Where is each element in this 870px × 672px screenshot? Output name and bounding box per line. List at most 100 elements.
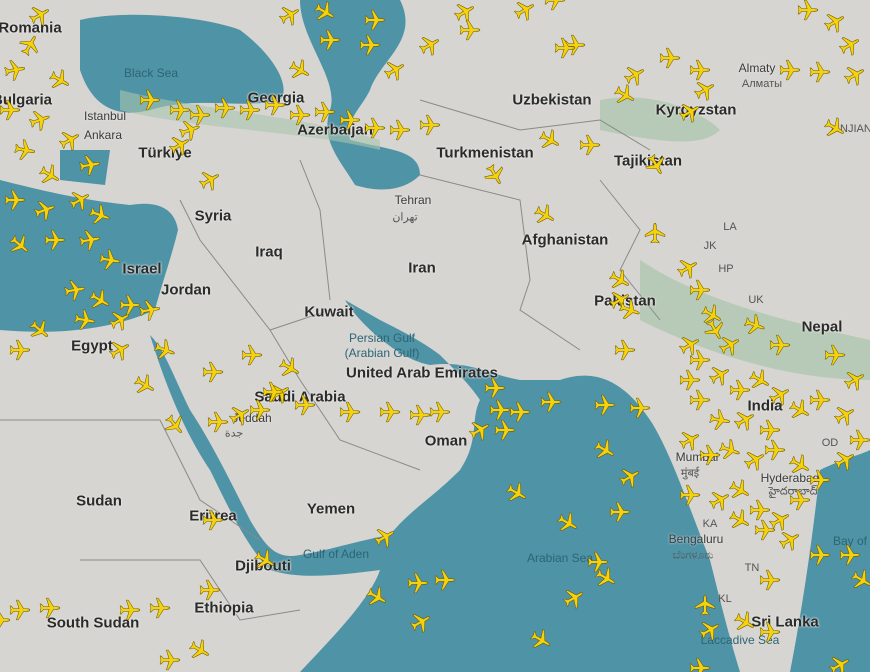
aircraft-icon[interactable] bbox=[139, 89, 161, 111]
aircraft-icon[interactable] bbox=[731, 406, 758, 433]
aircraft-icon[interactable] bbox=[659, 47, 681, 69]
aircraft-icon[interactable] bbox=[560, 584, 587, 611]
aircraft-icon[interactable] bbox=[849, 429, 870, 451]
aircraft-icon[interactable] bbox=[786, 451, 813, 478]
aircraft-icon[interactable] bbox=[249, 399, 271, 421]
aircraft-icon[interactable] bbox=[841, 366, 868, 393]
aircraft-icon[interactable] bbox=[848, 566, 870, 593]
aircraft-icon[interactable] bbox=[251, 546, 278, 573]
aircraft-icon[interactable] bbox=[754, 519, 776, 541]
aircraft-icon[interactable] bbox=[766, 506, 793, 533]
aircraft-icon[interactable] bbox=[809, 544, 831, 566]
aircraft-icon[interactable] bbox=[152, 337, 177, 362]
aircraft-icon[interactable] bbox=[0, 609, 11, 631]
aircraft-icon[interactable] bbox=[239, 99, 261, 121]
aircraft-icon[interactable] bbox=[484, 377, 506, 399]
aircraft-icon[interactable] bbox=[699, 444, 721, 466]
aircraft-icon[interactable] bbox=[311, 0, 338, 26]
aircraft-icon[interactable] bbox=[66, 186, 93, 213]
aircraft-icon[interactable] bbox=[839, 544, 861, 566]
aircraft-icon[interactable] bbox=[39, 597, 61, 619]
aircraft-icon[interactable] bbox=[364, 117, 386, 139]
aircraft-icon[interactable] bbox=[106, 336, 133, 363]
aircraft-icon[interactable] bbox=[149, 597, 171, 619]
aircraft-icon[interactable] bbox=[409, 404, 431, 426]
aircraft-icon[interactable] bbox=[106, 306, 133, 333]
aircraft-icon[interactable] bbox=[241, 344, 263, 366]
aircraft-icon[interactable] bbox=[689, 59, 711, 81]
aircraft-icon[interactable] bbox=[99, 249, 122, 272]
aircraft-icon[interactable] bbox=[689, 349, 711, 371]
aircraft-icon[interactable] bbox=[381, 56, 408, 83]
aircraft-icon[interactable] bbox=[6, 231, 34, 259]
aircraft-icon[interactable] bbox=[289, 104, 311, 126]
aircraft-icon[interactable] bbox=[726, 476, 753, 503]
aircraft-icon[interactable] bbox=[536, 126, 563, 153]
aircraft-icon[interactable] bbox=[202, 509, 224, 531]
aircraft-icon[interactable] bbox=[729, 379, 751, 401]
aircraft-icon[interactable] bbox=[419, 114, 441, 136]
aircraft-icon[interactable] bbox=[554, 509, 581, 536]
aircraft-icon[interactable] bbox=[709, 409, 732, 432]
aircraft-icon[interactable] bbox=[363, 583, 390, 610]
aircraft-icon[interactable] bbox=[407, 608, 434, 635]
aircraft-icon[interactable] bbox=[371, 523, 398, 550]
aircraft-icon[interactable] bbox=[779, 59, 801, 81]
aircraft-icon[interactable] bbox=[131, 371, 158, 398]
aircraft-icon[interactable] bbox=[642, 151, 669, 178]
aircraft-icon[interactable] bbox=[186, 636, 213, 663]
aircraft-icon[interactable] bbox=[592, 564, 619, 591]
aircraft-icon[interactable] bbox=[786, 396, 813, 423]
aircraft-icon[interactable] bbox=[139, 299, 162, 322]
aircraft-icon[interactable] bbox=[214, 97, 236, 119]
aircraft-icon[interactable] bbox=[416, 31, 443, 58]
aircraft-icon[interactable] bbox=[691, 76, 718, 103]
aircraft-icon[interactable] bbox=[527, 626, 554, 653]
aircraft-icon[interactable] bbox=[4, 59, 27, 82]
aircraft-icon[interactable] bbox=[831, 446, 858, 473]
aircraft-icon[interactable] bbox=[36, 161, 63, 188]
aircraft-icon[interactable] bbox=[14, 139, 37, 162]
aircraft-icon[interactable] bbox=[797, 0, 819, 21]
aircraft-icon[interactable] bbox=[759, 569, 781, 591]
aircraft-icon[interactable] bbox=[759, 621, 781, 643]
aircraft-icon[interactable] bbox=[166, 131, 193, 158]
aircraft-icon[interactable] bbox=[764, 439, 786, 461]
aircraft-icon[interactable] bbox=[64, 279, 87, 302]
aircraft-icon[interactable] bbox=[679, 369, 701, 391]
aircraft-icon[interactable] bbox=[776, 526, 803, 553]
aircraft-icon[interactable] bbox=[119, 599, 141, 621]
aircraft-icon[interactable] bbox=[0, 99, 21, 121]
aircraft-icon[interactable] bbox=[716, 331, 743, 358]
aircraft-icon[interactable] bbox=[609, 501, 631, 523]
aircraft-icon[interactable] bbox=[207, 411, 229, 433]
aircraft-icon[interactable] bbox=[689, 279, 711, 301]
aircraft-icon[interactable] bbox=[359, 34, 381, 56]
aircraft-icon[interactable] bbox=[202, 361, 224, 383]
aircraft-icon[interactable] bbox=[379, 401, 401, 423]
aircraft-icon[interactable] bbox=[26, 316, 54, 344]
aircraft-icon[interactable] bbox=[676, 426, 703, 453]
aircraft-icon[interactable] bbox=[503, 479, 530, 506]
aircraft-icon[interactable] bbox=[79, 154, 102, 177]
aircraft-icon[interactable] bbox=[9, 339, 31, 361]
aircraft-icon[interactable] bbox=[511, 0, 538, 24]
aircraft-icon[interactable] bbox=[531, 201, 558, 228]
aircraft-icon[interactable] bbox=[591, 436, 618, 463]
aircraft-icon[interactable] bbox=[706, 486, 733, 513]
aircraft-icon[interactable] bbox=[319, 29, 341, 51]
aircraft-icon[interactable] bbox=[262, 381, 284, 403]
aircraft-icon[interactable] bbox=[766, 381, 793, 408]
aircraft-icon[interactable] bbox=[579, 134, 601, 156]
aircraft-icon[interactable] bbox=[339, 401, 361, 423]
aircraft-icon[interactable] bbox=[169, 99, 191, 121]
aircraft-icon[interactable] bbox=[16, 31, 43, 58]
aircraft-icon[interactable] bbox=[629, 397, 651, 419]
aircraft-icon[interactable] bbox=[509, 401, 531, 423]
aircraft-icon[interactable] bbox=[789, 489, 811, 511]
aircraft-icon[interactable] bbox=[177, 117, 202, 142]
aircraft-icon[interactable] bbox=[679, 484, 701, 506]
aircraft-icon[interactable] bbox=[689, 389, 711, 411]
aircraft-icon[interactable] bbox=[836, 31, 863, 58]
aircraft-icon[interactable] bbox=[831, 401, 858, 428]
